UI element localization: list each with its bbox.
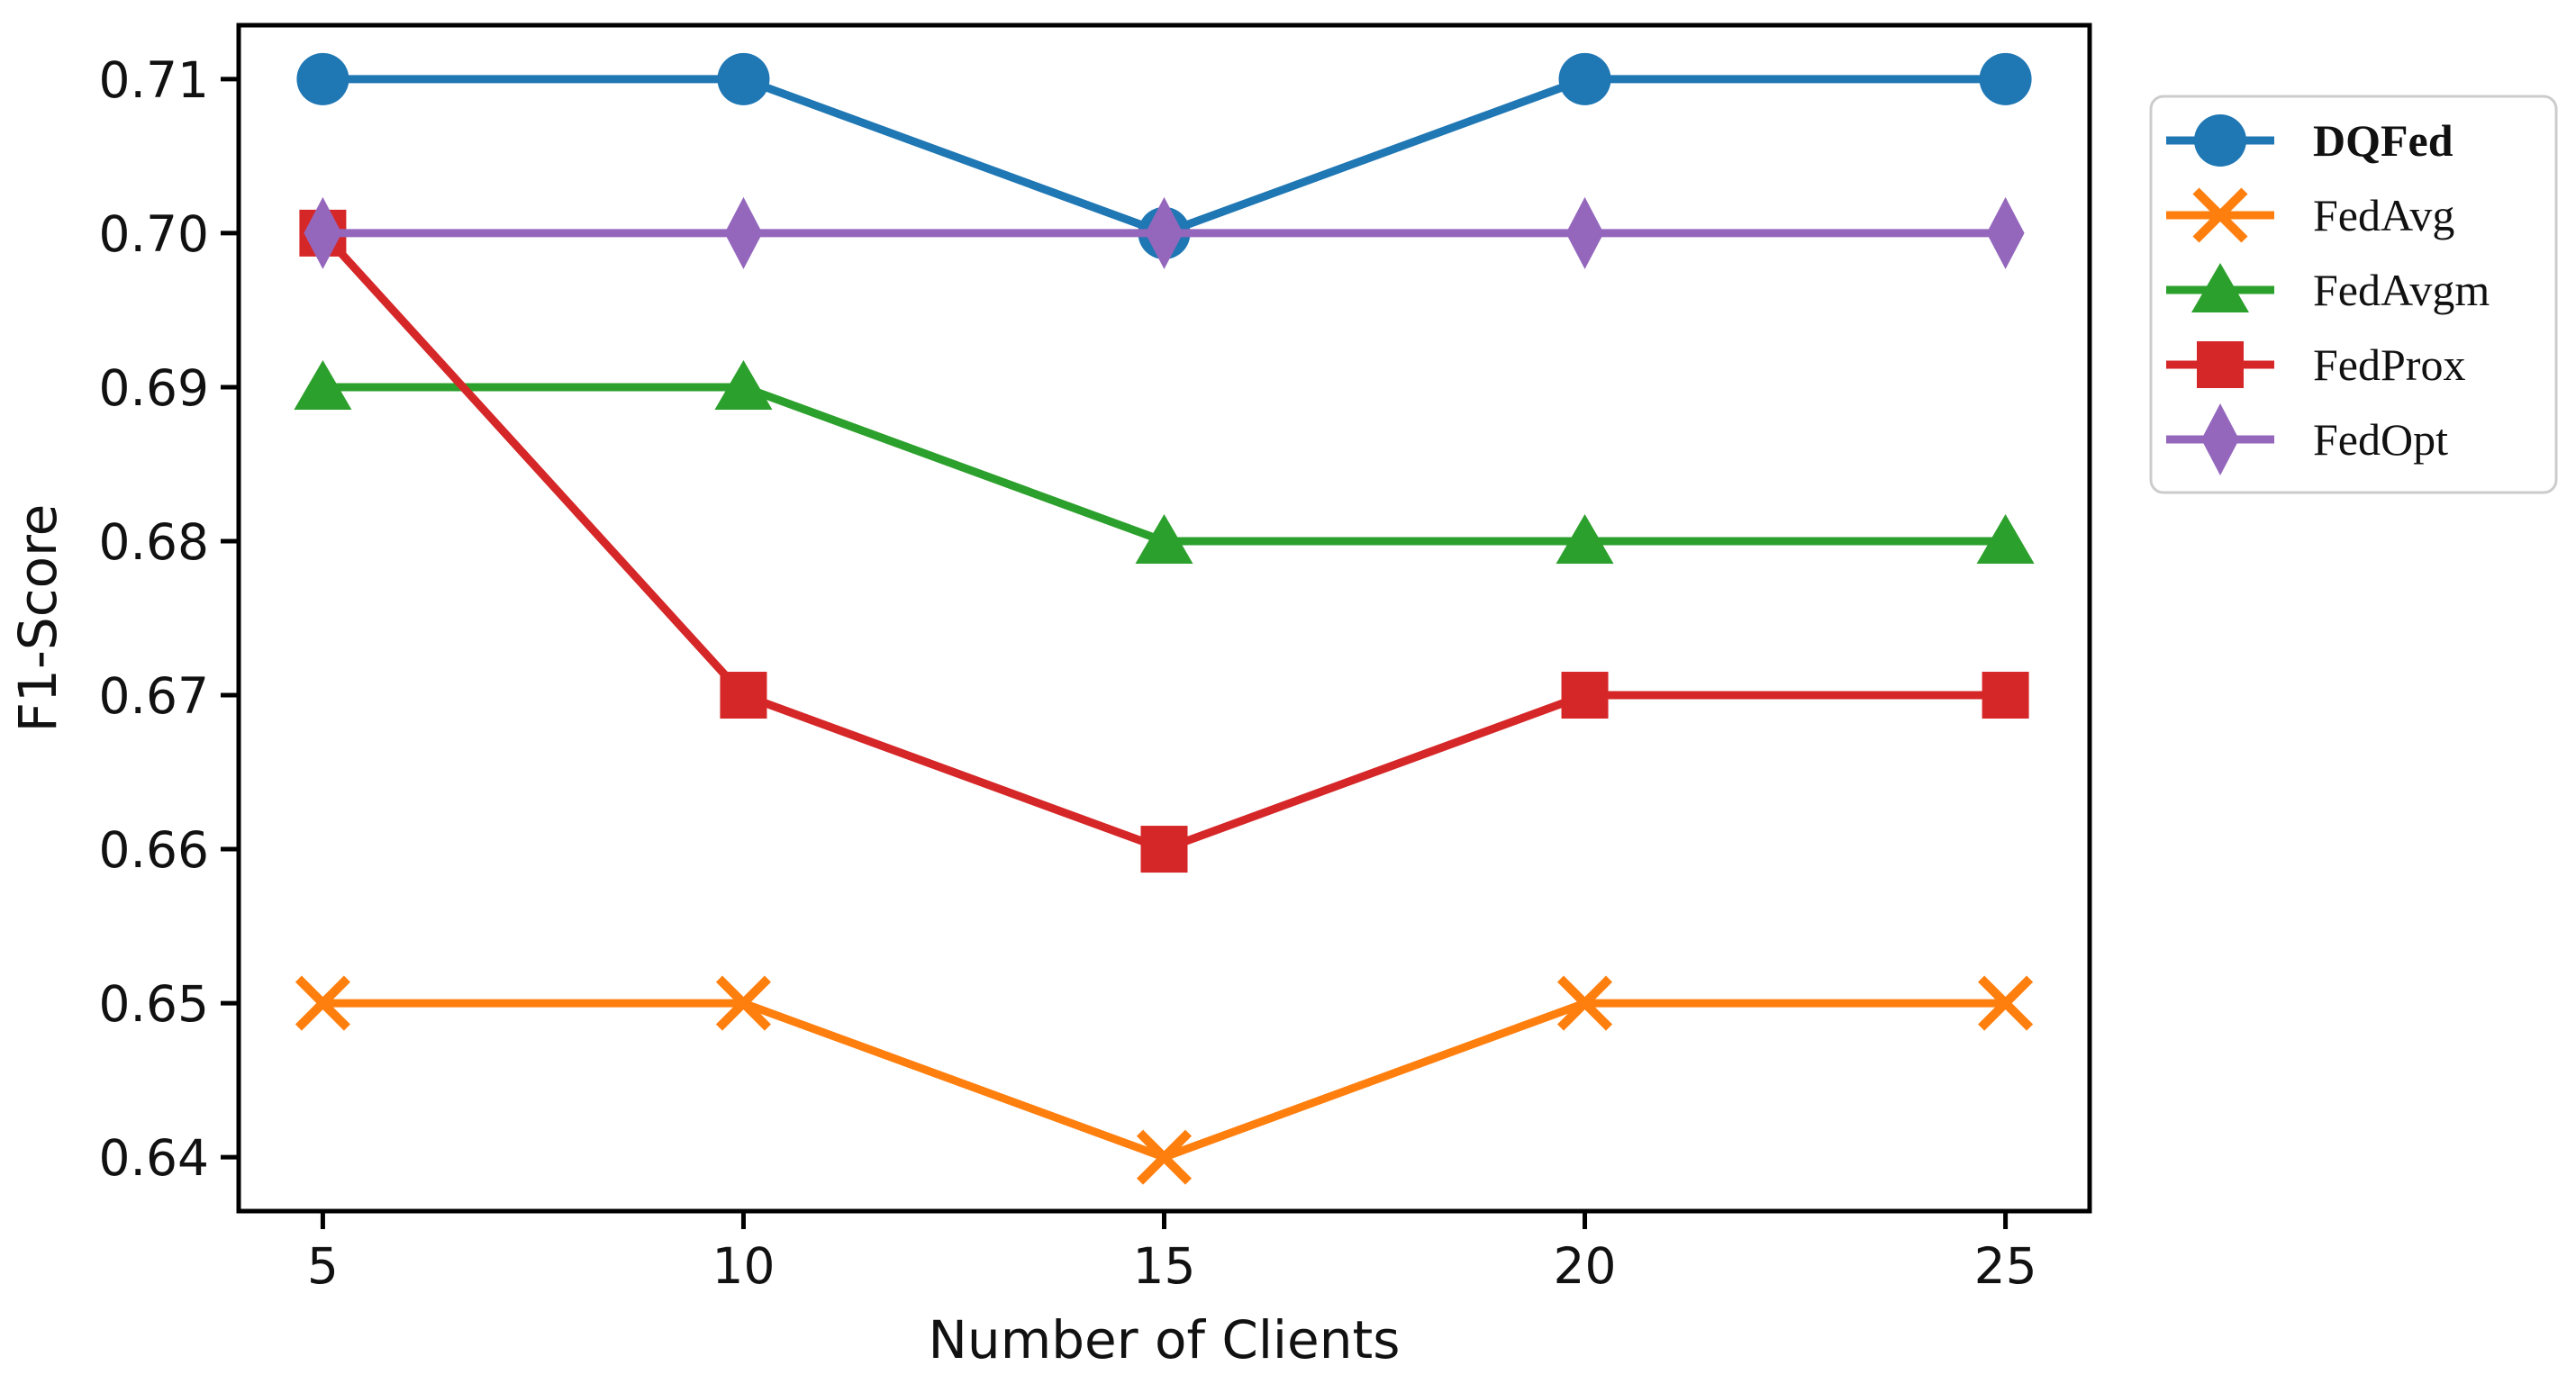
legend-label-DQFed: DQFed [2313,115,2454,166]
y-axis-label: F1-Score [7,504,68,733]
data-point-marker-FedProx [1140,826,1188,873]
data-point-marker-FedAvg [1136,1129,1193,1185]
legend-item-DQFed: DQFed [2166,114,2454,167]
legend-marker-DQFed [2194,114,2246,167]
data-point-marker-DQFed [1558,52,1611,105]
legend-marker-FedAvgm [2191,263,2249,312]
x-tick-label: 15 [1133,1237,1196,1295]
data-point-marker-DQFed [296,52,349,105]
data-point-marker-FedOpt [724,196,763,269]
legend-label-FedAvgm: FedAvgm [2313,265,2490,315]
data-point-marker-FedAvg [1557,975,1613,1031]
y-tick-label: 0.68 [99,513,209,571]
data-point-marker-FedAvgm [1976,513,2035,564]
x-tick-label: 10 [712,1237,775,1295]
x-tick-label: 5 [307,1237,339,1295]
y-tick-label: 0.69 [99,359,209,417]
data-point-marker-FedOpt [304,196,342,269]
y-tick-label: 0.64 [99,1129,209,1187]
data-point-marker-FedProx [720,672,767,719]
data-point-marker-FedAvgm [714,359,773,410]
legend-box [2149,95,2558,494]
y-tick-label: 0.67 [99,667,209,725]
data-point-marker-FedAvgm [1556,513,1614,564]
legend-item-FedProx: FedProx [2166,339,2465,390]
y-tick-label: 0.71 [99,51,209,109]
legend-label-FedProx: FedProx [2313,339,2465,390]
data-point-marker-FedAvgm [294,359,352,410]
x-tick-label: 25 [1974,1237,2037,1295]
data-point-marker-FedAvgm [1135,513,1193,564]
data-point-marker-FedProx [1561,672,1609,719]
legend-marker-FedOpt [2201,403,2239,475]
legend: DQFed FedAvg FedAvgm FedProx FedOpt [2149,95,2558,494]
x-axis-label: Number of Clients [929,1309,1401,1370]
y-tick-label: 0.66 [99,821,209,879]
data-point-marker-FedOpt [1565,196,1604,269]
x-tick-label: 20 [1554,1237,1617,1295]
data-point-marker-FedOpt [1986,196,2025,269]
legend-item-FedAvgm: FedAvgm [2166,263,2490,315]
data-point-marker-FedAvg [715,975,771,1031]
data-point-marker-FedAvg [295,975,350,1031]
data-point-marker-DQFed [717,52,770,105]
series-markers-FedOpt [304,196,2025,269]
data-point-marker-FedProx [1982,672,2029,719]
legend-marker-FedAvg [2192,187,2248,243]
series-markers-FedAvgm [294,359,2035,564]
data-point-marker-FedOpt [1145,196,1184,269]
legend-item-FedAvg: FedAvg [2166,187,2454,243]
data-point-marker-FedAvg [1978,975,2034,1031]
series-markers-FedAvg [295,975,2034,1185]
legend-label-FedOpt: FedOpt [2313,414,2448,465]
legend-item-FedOpt: FedOpt [2166,403,2448,475]
y-tick-label: 0.65 [99,975,209,1033]
data-point-marker-DQFed [1979,52,2032,105]
legend-marker-FedProx [2197,341,2244,388]
y-tick-label: 0.70 [99,205,209,263]
series-markers-DQFed [296,52,2032,259]
legend-label-FedAvg: FedAvg [2313,190,2454,240]
